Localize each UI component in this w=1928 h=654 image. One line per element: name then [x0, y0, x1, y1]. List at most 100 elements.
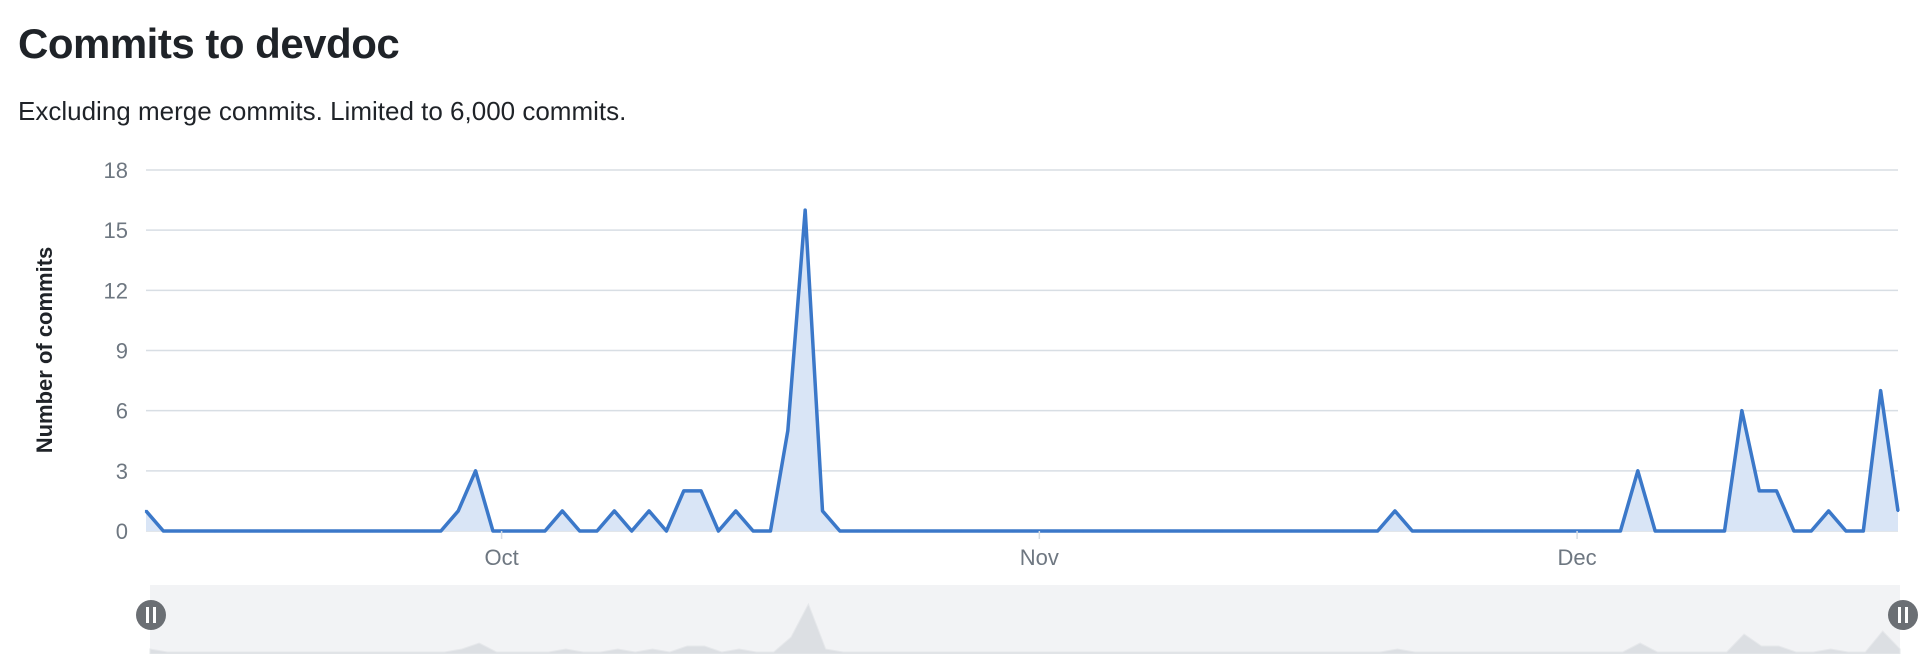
navigator-background: [150, 585, 1900, 654]
data-point: [578, 529, 581, 533]
data-point: [717, 529, 720, 533]
data-point: [266, 529, 269, 533]
grip-bar: [1905, 607, 1908, 623]
data-point: [231, 529, 234, 533]
data-point: [387, 529, 391, 533]
data-point: [1532, 529, 1535, 533]
data-point: [994, 529, 998, 533]
data-point: [1896, 509, 1900, 513]
data-point: [1064, 529, 1067, 533]
data-point: [1428, 529, 1431, 533]
data-point: [1671, 529, 1674, 533]
data-point: [1029, 529, 1032, 533]
data-point: [595, 529, 599, 533]
data-point: [491, 529, 495, 533]
data-point: [908, 529, 911, 533]
data-point: [1116, 529, 1119, 533]
data-point: [1150, 529, 1154, 533]
data-point: [821, 509, 824, 513]
data-point: [1098, 529, 1102, 533]
data-point: [803, 208, 807, 212]
data-point: [1636, 469, 1640, 473]
grip-bar: [146, 607, 149, 623]
data-point: [1324, 529, 1327, 533]
data-point: [196, 529, 200, 533]
commits-series: [144, 208, 1900, 533]
data-point: [1237, 529, 1241, 533]
y-tick-label: 9: [116, 339, 128, 364]
navigator-handle-left[interactable]: [136, 600, 166, 630]
data-point: [300, 529, 304, 533]
y-axis-ticks: 0 3 6 9 12 15 18: [104, 158, 128, 544]
data-point: [1653, 529, 1657, 533]
data-point: [318, 529, 321, 533]
data-point: [960, 529, 963, 533]
data-point: [925, 529, 928, 533]
data-point: [1012, 529, 1015, 533]
data-point: [1133, 529, 1136, 533]
navigator-series: [149, 602, 1901, 654]
data-point: [474, 469, 477, 473]
data-point: [283, 529, 286, 533]
series-line: [144, 208, 1900, 533]
data-point: [699, 489, 703, 493]
data-point: [1740, 409, 1744, 412]
data-point: [890, 529, 894, 533]
grip-bar: [153, 607, 156, 623]
y-tick-label: 3: [116, 459, 128, 484]
data-point: [1202, 529, 1206, 533]
y-tick-label: 12: [104, 278, 128, 303]
data-point: [144, 509, 148, 513]
data-point: [370, 529, 373, 533]
data-point: [1515, 529, 1518, 533]
x-axis-ticks: Oct Nov Dec: [484, 531, 1597, 570]
data-point: [439, 529, 443, 533]
data-point: [1827, 509, 1830, 513]
data-point: [248, 529, 252, 533]
data-point: [734, 509, 737, 513]
range-navigator[interactable]: [136, 585, 1918, 654]
data-point: [1584, 529, 1587, 533]
data-point: [1758, 489, 1761, 493]
data-point: [1359, 529, 1362, 533]
page-subtitle: Excluding merge commits. Limited to 6,00…: [18, 96, 627, 126]
data-point: [1168, 529, 1171, 533]
data-point: [543, 529, 547, 533]
data-point: [1393, 509, 1397, 513]
data-point: [1289, 529, 1293, 533]
data-point: [647, 509, 651, 513]
data-point: [404, 529, 408, 533]
data-point: [561, 509, 564, 513]
data-point: [1879, 389, 1882, 392]
x-tick-label: Oct: [484, 545, 518, 570]
drag-handle-icon[interactable]: [1888, 600, 1918, 630]
data-point: [630, 529, 633, 533]
data-point: [665, 529, 668, 533]
data-point: [769, 529, 772, 533]
y-tick-label: 6: [116, 399, 128, 424]
data-point: [613, 509, 616, 513]
data-point: [1601, 529, 1605, 533]
data-point: [179, 529, 182, 533]
data-point: [1081, 529, 1084, 533]
data-point: [162, 529, 165, 533]
data-point: [422, 529, 425, 533]
page-title: Commits to devdoc: [18, 20, 400, 67]
data-point: [1307, 529, 1310, 533]
data-point: [856, 529, 859, 533]
data-point: [1792, 529, 1796, 533]
data-point: [1844, 529, 1848, 533]
data-point: [1185, 529, 1188, 533]
navigator-handle-right[interactable]: [1888, 600, 1918, 630]
grip-bar: [1898, 607, 1901, 623]
data-point: [1376, 529, 1379, 533]
data-point: [214, 529, 217, 533]
data-point: [873, 529, 876, 533]
data-point: [1619, 529, 1622, 533]
data-point: [335, 529, 339, 533]
data-point: [1688, 529, 1692, 533]
y-tick-label: 18: [104, 158, 128, 183]
drag-handle-icon[interactable]: [136, 600, 166, 630]
data-point: [1463, 529, 1466, 533]
